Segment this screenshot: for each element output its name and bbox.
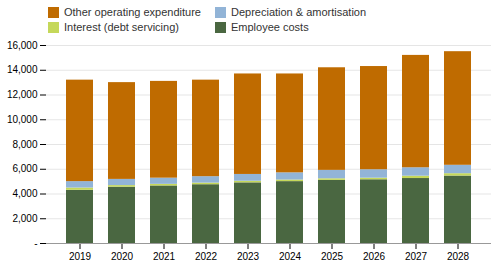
- svg-text:2022: 2022: [195, 251, 218, 262]
- svg-text:4,000: 4,000: [12, 188, 37, 199]
- svg-text:10,000: 10,000: [7, 114, 38, 125]
- svg-text:8,000: 8,000: [12, 139, 37, 150]
- svg-text:2028: 2028: [447, 251, 470, 262]
- html-text:Other operating expenditure: Other operating expenditure: [64, 6, 201, 18]
- html-text:Employee costs: Employee costs: [231, 21, 309, 33]
- svg-text:2023: 2023: [237, 251, 260, 262]
- svg-text:2027: 2027: [405, 251, 428, 262]
- svg-text:14,000: 14,000: [7, 64, 38, 75]
- svg-text:2026: 2026: [363, 251, 386, 262]
- svg-text:2,000: 2,000: [12, 213, 37, 224]
- svg-text:2019: 2019: [69, 251, 92, 262]
- html-text:Depreciation & amortisation: Depreciation & amortisation: [231, 6, 367, 18]
- html-text:Interest (debt servicing): Interest (debt servicing): [64, 21, 179, 33]
- svg-text:-: -: [34, 238, 37, 249]
- svg-text:6,000: 6,000: [12, 163, 37, 174]
- svg-text:16,000: 16,000: [7, 40, 38, 51]
- svg-text:12,000: 12,000: [7, 89, 38, 100]
- svg-text:2025: 2025: [321, 251, 344, 262]
- svg-text:2021: 2021: [153, 251, 176, 262]
- svg-text:2020: 2020: [111, 251, 134, 262]
- svg-text:2024: 2024: [279, 251, 302, 262]
